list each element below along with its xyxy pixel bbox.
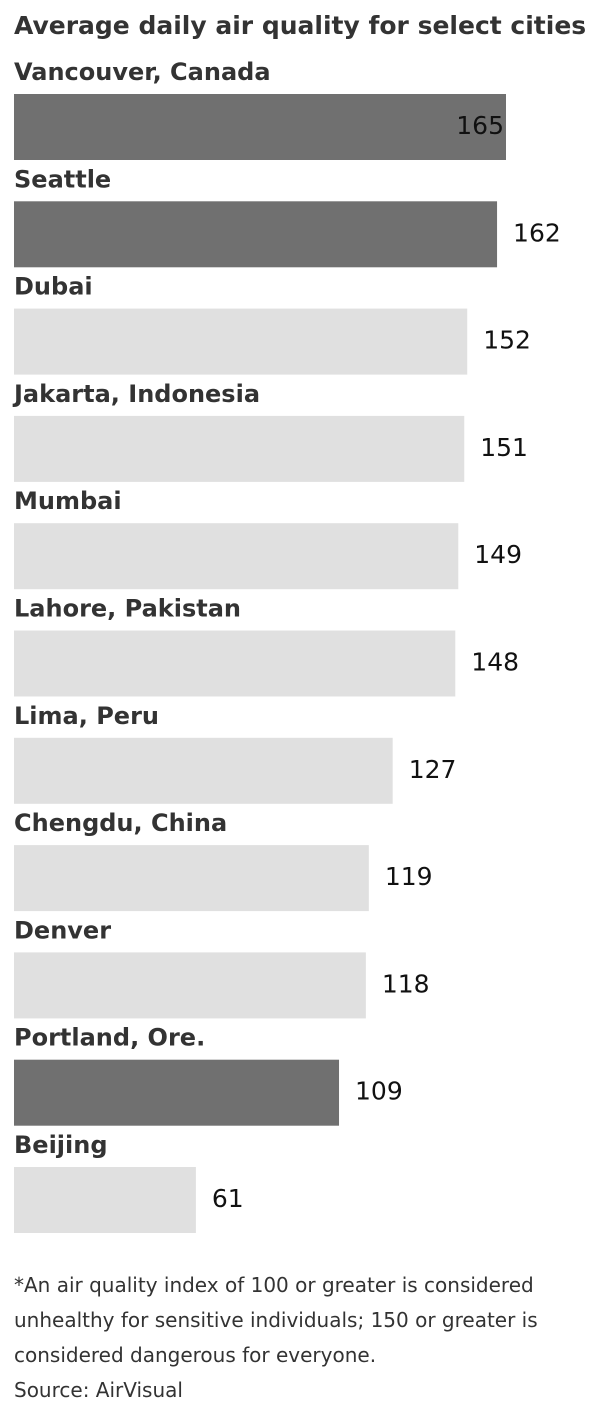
bar xyxy=(14,1059,340,1126)
bar xyxy=(14,523,459,590)
category-label: Chengdu, China xyxy=(14,809,227,837)
source: Source: AirVisual xyxy=(14,1378,183,1402)
value-label: 165 xyxy=(456,111,504,140)
category-label: Mumbai xyxy=(14,487,122,515)
category-label: Beijing xyxy=(14,1131,108,1159)
bar xyxy=(14,94,506,160)
bar xyxy=(14,415,465,482)
value-label: 118 xyxy=(382,969,430,998)
bar xyxy=(14,845,369,912)
value-label: 151 xyxy=(480,433,528,462)
footnote: considered dangerous for everyone. xyxy=(14,1343,376,1367)
bar xyxy=(14,630,456,697)
value-label: 119 xyxy=(385,862,433,891)
bar xyxy=(14,308,468,375)
value-label: 127 xyxy=(409,755,457,784)
value-label: 148 xyxy=(471,648,519,677)
category-label: Jakarta, Indonesia xyxy=(12,380,260,408)
footnote: unhealthy for sensitive individuals; 150… xyxy=(14,1308,538,1332)
bar xyxy=(14,952,366,1019)
bar xyxy=(14,1167,196,1233)
category-label: Vancouver, Canada xyxy=(14,58,271,86)
value-label: 152 xyxy=(483,326,531,355)
bar xyxy=(14,201,498,268)
category-label: Portland, Ore. xyxy=(14,1024,205,1052)
category-label: Lima, Peru xyxy=(14,702,159,730)
chart-title: Average daily air quality for select cit… xyxy=(14,11,586,40)
category-label: Lahore, Pakistan xyxy=(14,595,241,623)
value-label: 149 xyxy=(474,540,522,569)
category-label: Denver xyxy=(14,916,111,944)
category-label: Dubai xyxy=(14,273,93,301)
value-label: 162 xyxy=(513,218,561,247)
footnote: *An air quality index of 100 or greater … xyxy=(14,1273,534,1297)
bar xyxy=(14,737,393,804)
value-label: 61 xyxy=(212,1184,244,1213)
value-label: 109 xyxy=(355,1077,403,1106)
category-label: Seattle xyxy=(14,165,111,193)
